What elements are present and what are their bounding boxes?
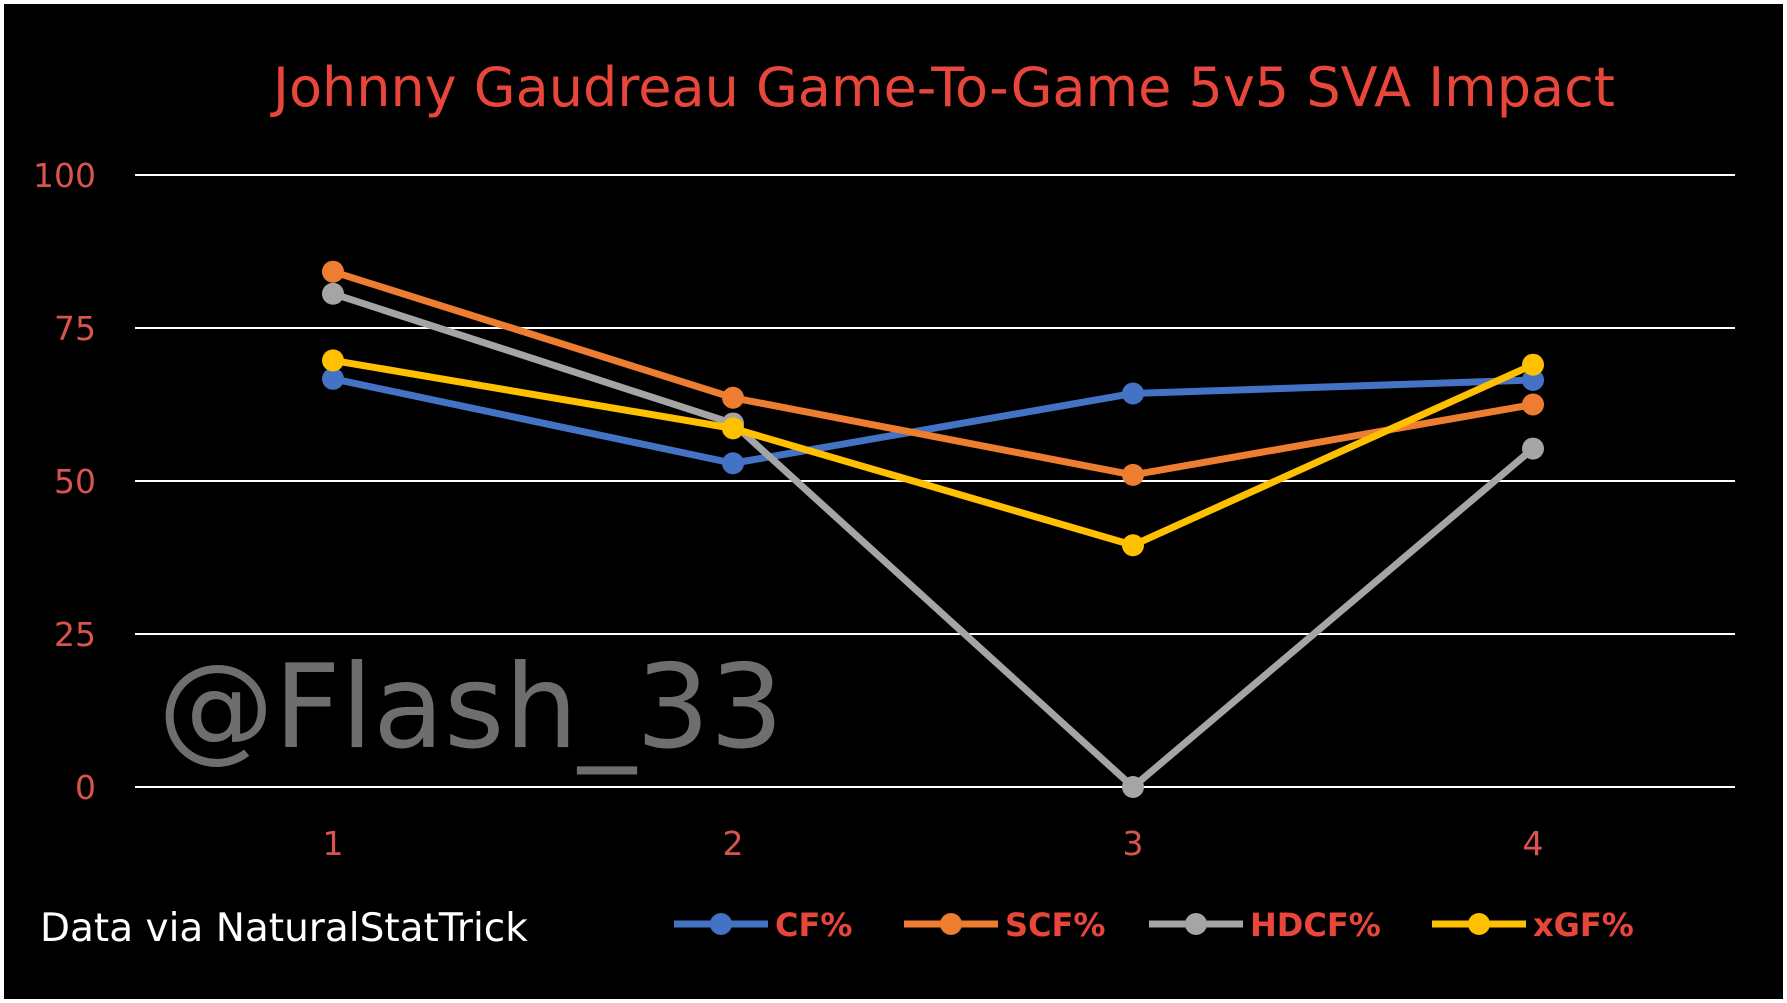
legend-swatch-marker (940, 913, 962, 935)
grid-lines (135, 174, 1735, 788)
data-point (1522, 393, 1544, 416)
series-line (332, 375, 1534, 467)
data-point (1522, 437, 1544, 460)
series-line (331, 268, 1534, 479)
legend: CF% SCF% HDCF% xGF% (674, 906, 1634, 944)
data-point (1122, 534, 1144, 557)
chart-frame: Johnny Gaudreau Game-To-Game 5v5 SVA Imp… (4, 4, 1783, 999)
x-tick-label: 2 (723, 824, 744, 863)
line-chart: Johnny Gaudreau Game-To-Game 5v5 SVA Imp… (33, 56, 1735, 951)
data-point (722, 386, 744, 409)
y-tick-label: 75 (54, 309, 96, 348)
data-point (1522, 353, 1544, 376)
series-line (332, 356, 1535, 549)
data-point (1522, 369, 1544, 392)
data-point (1122, 463, 1144, 486)
y-axis-ticks: 0 25 50 75 100 (33, 156, 96, 807)
x-tick-label: 3 (1123, 824, 1144, 863)
legend-item: HDCF% (1149, 906, 1381, 944)
chart-title: Johnny Gaudreau Game-To-Game 5v5 SVA Imp… (270, 56, 1615, 119)
series-cf-pct (322, 367, 1544, 475)
series-xgf-pct (322, 349, 1544, 557)
x-tick-label: 4 (1523, 824, 1544, 863)
legend-label: CF% (775, 906, 852, 944)
legend-swatch-marker (710, 913, 732, 935)
legend-item: CF% (674, 906, 852, 944)
x-tick-label: 1 (323, 824, 344, 863)
legend-label: HDCF% (1250, 906, 1381, 944)
y-tick-label: 0 (75, 768, 96, 807)
y-tick-label: 50 (54, 462, 96, 501)
data-point (1122, 776, 1144, 798)
y-tick-label: 100 (33, 156, 96, 195)
legend-label: xGF% (1533, 906, 1634, 944)
data-point (722, 452, 744, 475)
series-scf-pct (322, 260, 1544, 486)
data-point (322, 367, 344, 390)
legend-item: xGF% (1432, 906, 1634, 944)
x-axis-ticks: 1 2 3 4 (323, 824, 1544, 863)
legend-label: SCF% (1005, 906, 1105, 944)
series-lines (322, 260, 1544, 798)
legend-swatch-marker (1468, 913, 1490, 935)
data-point (322, 349, 344, 372)
data-point (722, 417, 744, 440)
data-point (1122, 382, 1144, 405)
series-line (331, 290, 1536, 791)
y-tick-label: 25 (54, 615, 96, 654)
data-point (322, 260, 344, 283)
legend-swatch-marker (1185, 913, 1207, 935)
legend-item: SCF% (904, 906, 1105, 944)
data-point (322, 282, 344, 305)
watermark: @Flash_33 (158, 640, 784, 775)
data-credit: Data via NaturalStatTrick (40, 906, 528, 951)
